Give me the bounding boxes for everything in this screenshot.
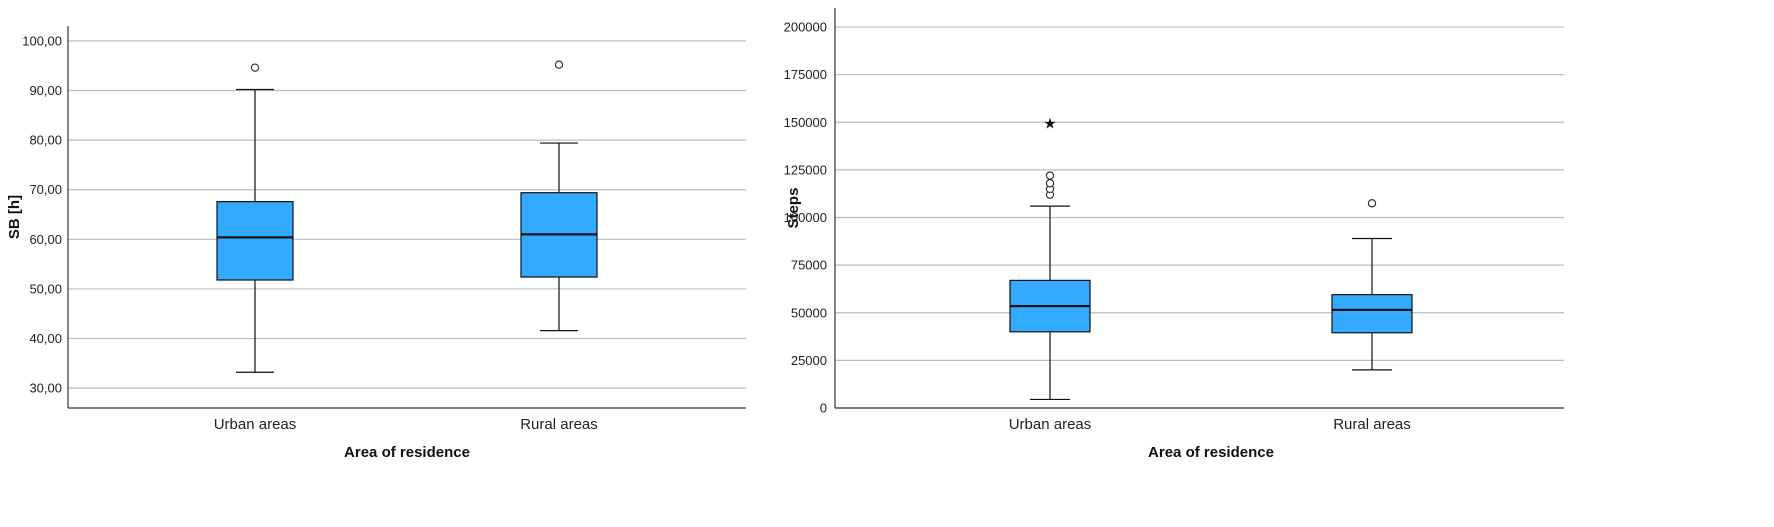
box-group xyxy=(1331,199,1413,371)
iqr-box xyxy=(216,201,294,281)
y-tick-label: 80,00 xyxy=(29,133,62,148)
y-tick-label: 125000 xyxy=(784,162,827,177)
x-category-label: Urban areas xyxy=(214,416,297,433)
y-tick-label: 30,00 xyxy=(29,381,62,396)
x-category-label: Rural areas xyxy=(1333,416,1411,433)
extreme-outlier-marker: ★ xyxy=(1043,115,1056,132)
outlier-marker xyxy=(554,60,564,69)
x-axis-title: Area of residence xyxy=(1148,444,1274,461)
y-tick-label: 60,00 xyxy=(29,232,62,247)
box-group xyxy=(216,63,294,373)
y-tick-label: 0 xyxy=(820,401,827,416)
y-tick-label: 150000 xyxy=(784,115,827,130)
y-tick-label: 50000 xyxy=(791,305,827,320)
steps-boxplot: Steps Area of residence 0 25000 50000 75000… xyxy=(784,8,1564,461)
outlier-marker xyxy=(250,63,260,72)
iqr-box xyxy=(1331,294,1413,334)
outlier-marker xyxy=(1045,179,1055,188)
x-category-label: Rural areas xyxy=(520,416,598,433)
y-axis-title: Steps xyxy=(785,188,802,229)
y-tick-label: 75000 xyxy=(791,258,827,273)
y-tick-label: 100000 xyxy=(784,210,827,225)
x-category-label: Urban areas xyxy=(1009,416,1092,433)
box-group: ★ xyxy=(1009,115,1091,401)
box-group xyxy=(520,60,598,332)
outlier-marker xyxy=(1367,199,1377,208)
x-axis-title: Area of residence xyxy=(344,444,470,461)
y-tick-label: 90,00 xyxy=(29,83,62,98)
y-tick-label: 50,00 xyxy=(29,281,62,296)
y-tick-label: 175000 xyxy=(784,67,827,82)
y-tick-label: 40,00 xyxy=(29,331,62,346)
y-tick-label: 70,00 xyxy=(29,182,62,197)
outlier-marker xyxy=(1045,171,1055,180)
y-tick-label: 100,00 xyxy=(22,33,62,48)
y-tick-label: 25000 xyxy=(791,353,827,368)
y-axis-title: SB [h] xyxy=(6,195,23,239)
sb-hours-boxplot: SB [h] Area of residence 30,00 40,00 50,00… xyxy=(6,26,746,461)
y-tick-label: 200000 xyxy=(784,20,827,35)
